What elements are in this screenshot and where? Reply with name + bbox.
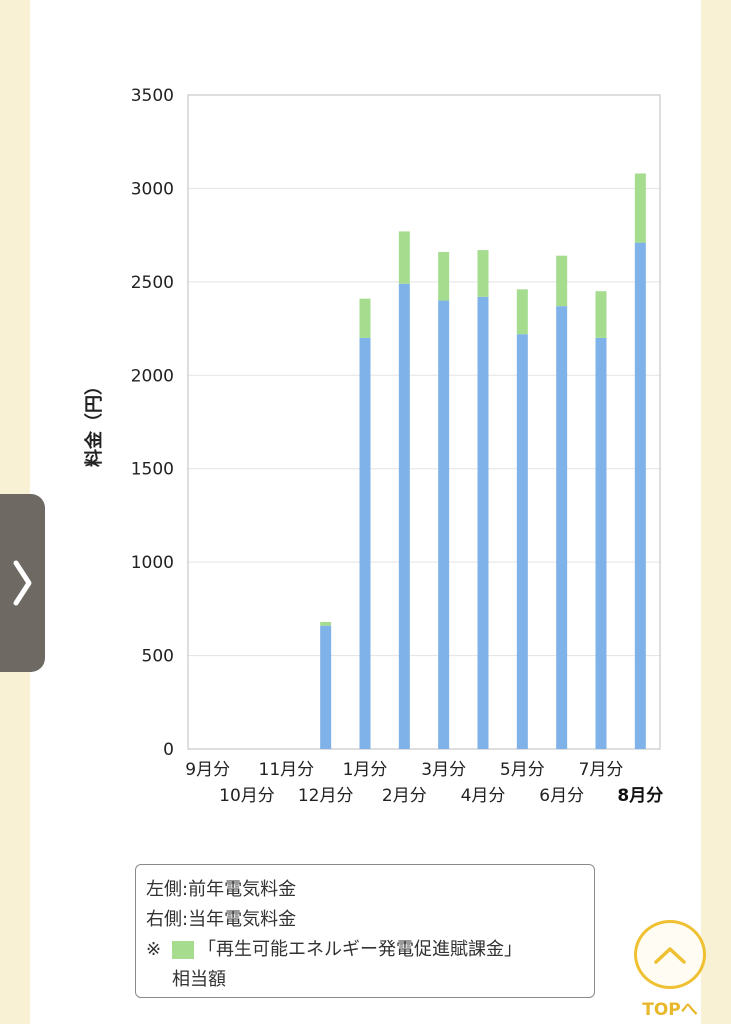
bar-electricity-charge [438,300,450,749]
y-tick-label: 1000 [131,553,174,573]
y-axis-label: 料金（円） [83,377,105,467]
back-to-top-button[interactable]: TOPへ [630,920,710,1020]
top-label: TOPへ [642,1000,698,1020]
bar-electricity-charge [398,283,410,749]
y-tick-label: 0 [163,740,174,760]
x-tick-label: 6月分 [539,786,584,806]
page-background-right [701,0,731,1024]
top-circle [634,920,706,989]
side-panel-toggle[interactable] [0,494,45,672]
x-tick-label: 8月分 [617,786,663,806]
x-tick-label: 11月分 [259,760,315,780]
bar-renewable-surcharge [359,298,371,338]
chart-legend: 左側:前年電気料金 右側:当年電気料金 ※ 「再生可能エネルギー発電促進賦課金」… [135,864,595,998]
x-tick-label: 9月分 [185,760,230,780]
y-tick-label: 3000 [131,179,174,199]
bar-renewable-surcharge [320,621,332,626]
y-tick-label: 2500 [131,273,174,293]
renewable-surcharge-swatch [172,941,194,959]
bar-electricity-charge [595,337,607,749]
x-tick-label: 1月分 [343,760,388,780]
y-tick-label: 500 [142,647,174,667]
bar-chart: 料金（円） 0 500 1000 1500 2000 2500 3000 3500 9月分 10月… [83,86,663,806]
note-text: 「再生可能エネルギー発電促進賦課金」 [198,939,522,960]
bar-electricity-charge [556,306,568,749]
bar-renewable-surcharge [556,255,568,307]
bar-renewable-surcharge [595,291,607,338]
chevron-up-icon [654,946,686,964]
x-tick-label: 12月分 [298,786,354,806]
x-tick-label: 5月分 [500,760,545,780]
bar-renewable-surcharge [477,250,489,297]
x-tick-label: 3月分 [421,760,466,780]
x-tick-label: 7月分 [579,760,624,780]
legend-note: ※ 「再生可能エネルギー発電促進賦課金」 [146,935,584,965]
y-tick-label: 1500 [131,460,174,480]
bar-renewable-surcharge [398,231,410,284]
bar-renewable-surcharge [634,173,646,243]
note-text-continued: 相当額 [172,969,226,990]
x-tick-label: 10月分 [219,786,275,806]
legend-left-side: 左側:前年電気料金 [146,879,297,900]
legend-right-side: 右側:当年電気料金 [146,909,297,930]
bar-renewable-surcharge [516,289,528,335]
x-tick-label: 4月分 [461,786,506,806]
bar-electricity-charge [634,242,646,750]
bar-renewable-surcharge [438,251,450,301]
plot-frame [187,94,661,750]
note-mark: ※ [146,939,162,960]
x-tick-label: 2月分 [382,786,427,806]
chevron-right-icon [13,560,31,606]
y-tick-label: 3500 [131,86,174,106]
bar-electricity-charge [320,625,332,749]
bar-electricity-charge [359,337,371,749]
bar-electricity-charge [477,296,489,749]
y-tick-label: 2000 [131,366,174,386]
bar-electricity-charge [516,334,528,749]
